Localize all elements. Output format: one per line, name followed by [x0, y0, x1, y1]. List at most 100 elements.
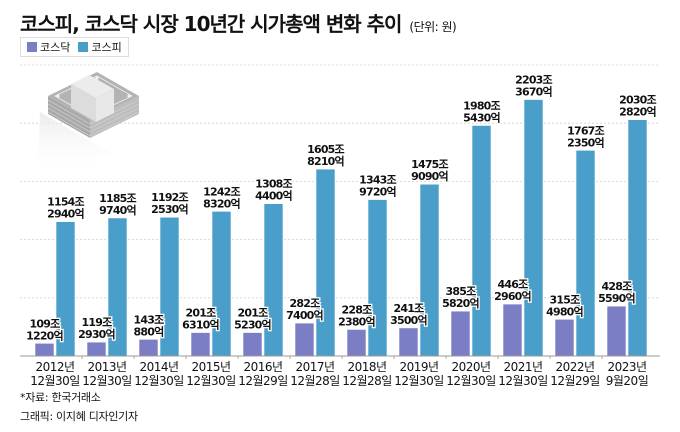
bar-kospi — [575, 149, 596, 357]
x-tick-label-date: 12월30일 — [82, 374, 132, 388]
data-label-jo: 201조 — [238, 307, 269, 320]
data-label-jo: 428조 — [602, 280, 633, 293]
data-label-eok: 8320억 — [203, 197, 240, 210]
bar-kosdaq — [450, 310, 471, 357]
x-tick-label-year: 2017년 — [295, 360, 334, 374]
chart-title: 코스피, 코스닥 시장 10년간 시가총액 변화 추이 (단위: 원) — [20, 8, 457, 37]
x-tick-label-date: 12월29일 — [550, 374, 600, 388]
bar-kosdaq — [398, 327, 419, 357]
data-label-eok: 9740억 — [99, 204, 136, 217]
legend-label-kosdaq: 코스닥 — [40, 41, 71, 54]
data-label-jo: 385조 — [446, 285, 477, 298]
x-tick-label-date: 9월20일 — [606, 374, 649, 388]
bar-kosdaq — [86, 341, 107, 357]
data-label-jo: 1192조 — [151, 191, 188, 204]
data-label-jo: 228조 — [342, 303, 373, 316]
gridlines — [20, 64, 660, 299]
data-label-jo: 1605조 — [307, 143, 344, 156]
x-tick-label-date: 12월30일 — [186, 374, 236, 388]
bar-kosdaq — [34, 342, 55, 357]
data-label-jo: 1980조 — [463, 99, 500, 112]
x-tick-label-date: 12월28일 — [342, 374, 392, 388]
bar-kospi — [315, 168, 336, 357]
x-tick-label-date: 12월28일 — [290, 374, 340, 388]
data-label-eok: 5820억 — [442, 297, 479, 310]
data-label-eok: 9720억 — [359, 186, 396, 199]
legend-item-kosdaq: 코스닥 — [27, 39, 70, 55]
data-label-jo: 315조 — [550, 293, 581, 306]
data-label-eok: 1220억 — [26, 329, 63, 342]
x-tick-label-date: 12월30일 — [134, 374, 184, 388]
data-label-eok: 7400억 — [286, 309, 323, 322]
data-label-jo: 446조 — [498, 278, 529, 291]
bar-kosdaq — [190, 332, 211, 357]
bar-kosdaq — [138, 339, 159, 357]
unit-label: (단위: 원) — [409, 20, 457, 34]
legend: 코스닥 코스피 — [20, 37, 129, 57]
bar-kospi — [627, 119, 648, 357]
data-label-eok: 2380억 — [338, 315, 375, 328]
x-tick-label-year: 2014년 — [139, 360, 178, 374]
data-label-jo: 1308조 — [255, 178, 292, 191]
bar-kospi — [367, 199, 388, 357]
data-label-jo: 201조 — [186, 307, 217, 320]
x-tick-label-date: 12월30일 — [446, 374, 496, 388]
data-label-jo: 1154조 — [47, 196, 84, 209]
x-tick-label-year: 2015년 — [191, 360, 230, 374]
x-tick-label-year: 2016년 — [243, 360, 282, 374]
data-label-jo: 119조 — [82, 316, 113, 329]
bar-kosdaq — [242, 332, 263, 357]
x-tick-label-year: 2018년 — [347, 360, 386, 374]
x-tick-label-date: 12월29일 — [238, 374, 288, 388]
data-label-jo: 282조 — [290, 297, 321, 310]
x-tick-label-date: 12월30일 — [498, 374, 548, 388]
data-label-eok: 9090억 — [411, 170, 448, 183]
data-label-eok: 6310억 — [182, 319, 219, 332]
data-label-eok: 2930억 — [78, 328, 115, 341]
data-label-eok: 2820억 — [619, 106, 656, 119]
data-label-jo: 2030조 — [619, 94, 656, 107]
data-label-eok: 5230억 — [234, 319, 271, 332]
bar-kospi — [263, 203, 284, 357]
data-label-eok: 3670억 — [515, 86, 552, 99]
data-label-eok: 5590억 — [598, 292, 635, 305]
data-label-jo: 143조 — [134, 313, 165, 326]
legend-label-kospi: 코스피 — [91, 41, 122, 54]
x-tick-label-date: 12월30일 — [30, 374, 80, 388]
x-tick-label-year: 2023년 — [607, 360, 646, 374]
x-tick-label-year: 2012년 — [35, 360, 74, 374]
bar-kospi — [211, 211, 232, 357]
legend-item-kospi: 코스피 — [78, 39, 122, 55]
data-label-eok: 3500억 — [390, 314, 427, 327]
bar-kosdaq — [502, 303, 523, 357]
title-text: 코스피, 코스닥 시장 10년간 시가총액 변화 추이 — [20, 12, 402, 36]
x-tick-label-year: 2021년 — [503, 360, 542, 374]
bars — [34, 99, 648, 357]
data-label-jo: 2203조 — [515, 74, 552, 87]
data-label-eok: 4400억 — [255, 190, 292, 203]
bar-kosdaq — [294, 322, 315, 357]
data-label-jo: 1343조 — [359, 174, 396, 187]
bar-kosdaq — [606, 305, 627, 357]
x-tick-label-year: 2013년 — [87, 360, 126, 374]
data-label-eok: 2350억 — [567, 136, 604, 149]
x-tick-label-date: 12월30일 — [394, 374, 444, 388]
data-label-jo: 1242조 — [203, 185, 240, 198]
data-label-eok: 2940억 — [47, 208, 84, 221]
data-label-eok: 8210억 — [307, 155, 344, 168]
x-tick-label-year: 2020년 — [451, 360, 490, 374]
source-note: *자료: 한국거래소 — [20, 391, 101, 404]
bar-kosdaq — [554, 318, 575, 357]
bar-kospi — [419, 183, 440, 357]
data-label-jo: 1475조 — [411, 158, 448, 171]
legend-swatch-kosdaq — [27, 42, 37, 52]
x-axis: 2012년12월30일2013년12월30일2014년12월30일2015년12… — [20, 355, 660, 388]
data-label-eok: 880억 — [134, 325, 164, 338]
data-label-jo: 109조 — [30, 317, 61, 330]
x-tick-label-year: 2019년 — [399, 360, 438, 374]
data-label-eok: 4980억 — [546, 305, 583, 318]
bar-kosdaq — [346, 329, 367, 357]
data-label-eok: 2960억 — [494, 290, 531, 303]
